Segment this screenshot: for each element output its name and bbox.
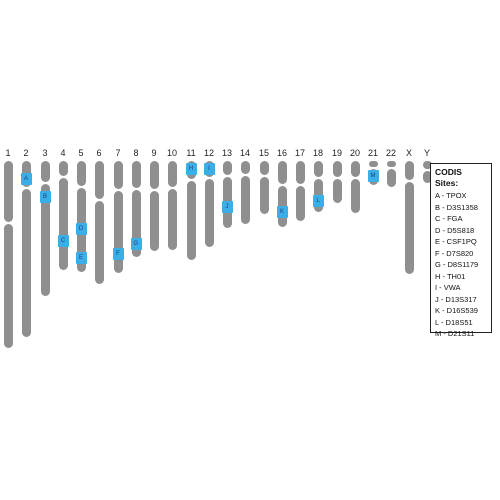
chromosome-p-arm: [222, 161, 232, 175]
codis-site-marker: D: [75, 223, 87, 235]
codis-site-marker: F: [112, 248, 124, 260]
legend-title: CODIS Sites:: [435, 167, 462, 188]
chromosome-p-arm: [167, 161, 177, 187]
chromosome-q-arm: [295, 186, 305, 221]
chromosome-q-arm: [94, 201, 104, 284]
chromosome-q-arm: [149, 191, 159, 251]
chromosome-label: 19: [331, 148, 342, 158]
chromosome-p-arm: [131, 161, 141, 188]
legend-item: M - D21S11: [435, 329, 475, 338]
chromosome-q-arm: [167, 189, 177, 250]
legend-item: K - D16S539: [435, 306, 478, 315]
chromosome-q-arm: [3, 224, 13, 348]
chromosome-p-arm: [58, 161, 68, 176]
chromosome-p-arm: [404, 161, 414, 180]
chromosome-p-arm: [94, 161, 104, 199]
legend-item: E - CSF1PQ: [435, 237, 477, 246]
chromosome-p-arm: [3, 161, 13, 222]
chromosome-q-arm: [386, 169, 396, 187]
chromosome-label: 4: [60, 148, 66, 158]
chromosome-p-arm: [259, 161, 269, 175]
chromosome-p-arm: [40, 161, 50, 182]
codis-legend: CODIS Sites: A - TPOX B - D3S1358 C - FGA D…: [430, 163, 492, 338]
chromosome-p-arm: [422, 161, 432, 169]
chromosome-label: 12: [203, 148, 214, 158]
legend-item: H - TH01: [435, 271, 466, 281]
legend-list: A - TPOX B - D3S1358 C - FGA D - D5S818 E - …: [435, 190, 487, 340]
chromosome-label: 6: [96, 148, 102, 158]
legend-item: F - D7S820: [435, 248, 474, 258]
chromosome-label: 16: [276, 148, 287, 158]
codis-site-marker: C: [57, 235, 69, 247]
chromosome-label: 22: [385, 148, 396, 158]
chromosome-label: 20: [349, 148, 360, 158]
chromosome-q-arm: [404, 182, 414, 274]
chromosome-label: 1: [5, 148, 11, 158]
chromosome-label: 2: [23, 148, 29, 158]
chromosome-label: 3: [42, 148, 48, 158]
codis-site-marker: L: [312, 195, 324, 207]
codis-site-marker: A: [20, 173, 32, 185]
chromosome-q-arm: [240, 176, 250, 224]
chromosome-label: 10: [166, 148, 177, 158]
chromosome-q-arm: [204, 179, 214, 247]
legend-item: C - FGA: [435, 214, 463, 223]
codis-site-marker: J: [221, 201, 233, 213]
chromosome-p-arm: [386, 161, 396, 167]
chromosome-label: Y: [423, 148, 430, 158]
chromosome-label: 18: [312, 148, 323, 158]
chromosome-label: 15: [258, 148, 269, 158]
chromosome-p-arm: [350, 161, 360, 177]
chromosome-p-arm: [113, 161, 123, 189]
codis-site-marker: M: [367, 170, 379, 182]
legend-item: J - D13S317: [435, 294, 477, 304]
chromosome-label: 8: [133, 148, 139, 158]
chromosome-q-arm: [113, 191, 123, 273]
chromosome-label: 5: [78, 148, 84, 158]
legend-item: L - D18S51: [435, 317, 473, 327]
chromosome-label: 11: [186, 148, 196, 158]
chromosome-q-arm: [422, 171, 432, 183]
legend-item: G - D8S1179: [435, 260, 479, 269]
chromosome-q-arm: [186, 181, 196, 260]
chromosome-label: X: [405, 148, 412, 158]
legend-item: D - D5S818: [435, 225, 475, 235]
chromosome-q-arm: [131, 190, 141, 257]
chromosome-label: 9: [151, 148, 157, 158]
chromosome-p-arm: [332, 161, 342, 177]
codis-site-marker: H: [185, 163, 197, 175]
codis-site-marker: I: [203, 163, 215, 175]
chromosome-label: 21: [367, 148, 378, 158]
chromosome-p-arm: [240, 161, 250, 174]
chromosome-q-arm: [350, 179, 360, 213]
chromosome-q-arm: [332, 179, 342, 203]
chromosome-q-arm: [40, 184, 50, 296]
chromosome-p-arm: [368, 161, 378, 167]
codis-site-marker: B: [39, 191, 51, 203]
chromosome-label: 7: [115, 148, 121, 158]
chromosome-p-arm: [277, 161, 287, 184]
codis-site-marker: K: [276, 206, 288, 218]
chromosome-q-arm: [259, 177, 269, 214]
chromosome-label: 14: [239, 148, 250, 158]
chromosome-label: 17: [294, 148, 305, 158]
codis-site-marker: E: [75, 252, 87, 264]
codis-site-marker: G: [130, 238, 142, 250]
chromosome-p-arm: [76, 161, 86, 186]
chromosome-label: 13: [221, 148, 232, 158]
legend-item: A - TPOX: [435, 191, 467, 200]
chromosome-p-arm: [149, 161, 159, 189]
legend-item: I - VWA: [435, 283, 461, 292]
legend-item: B - D3S1358: [435, 202, 478, 212]
chromosome-p-arm: [295, 161, 305, 184]
chromosome-q-arm: [58, 178, 68, 270]
chromosome-p-arm: [313, 161, 323, 177]
chromosome-q-arm: [21, 189, 31, 337]
